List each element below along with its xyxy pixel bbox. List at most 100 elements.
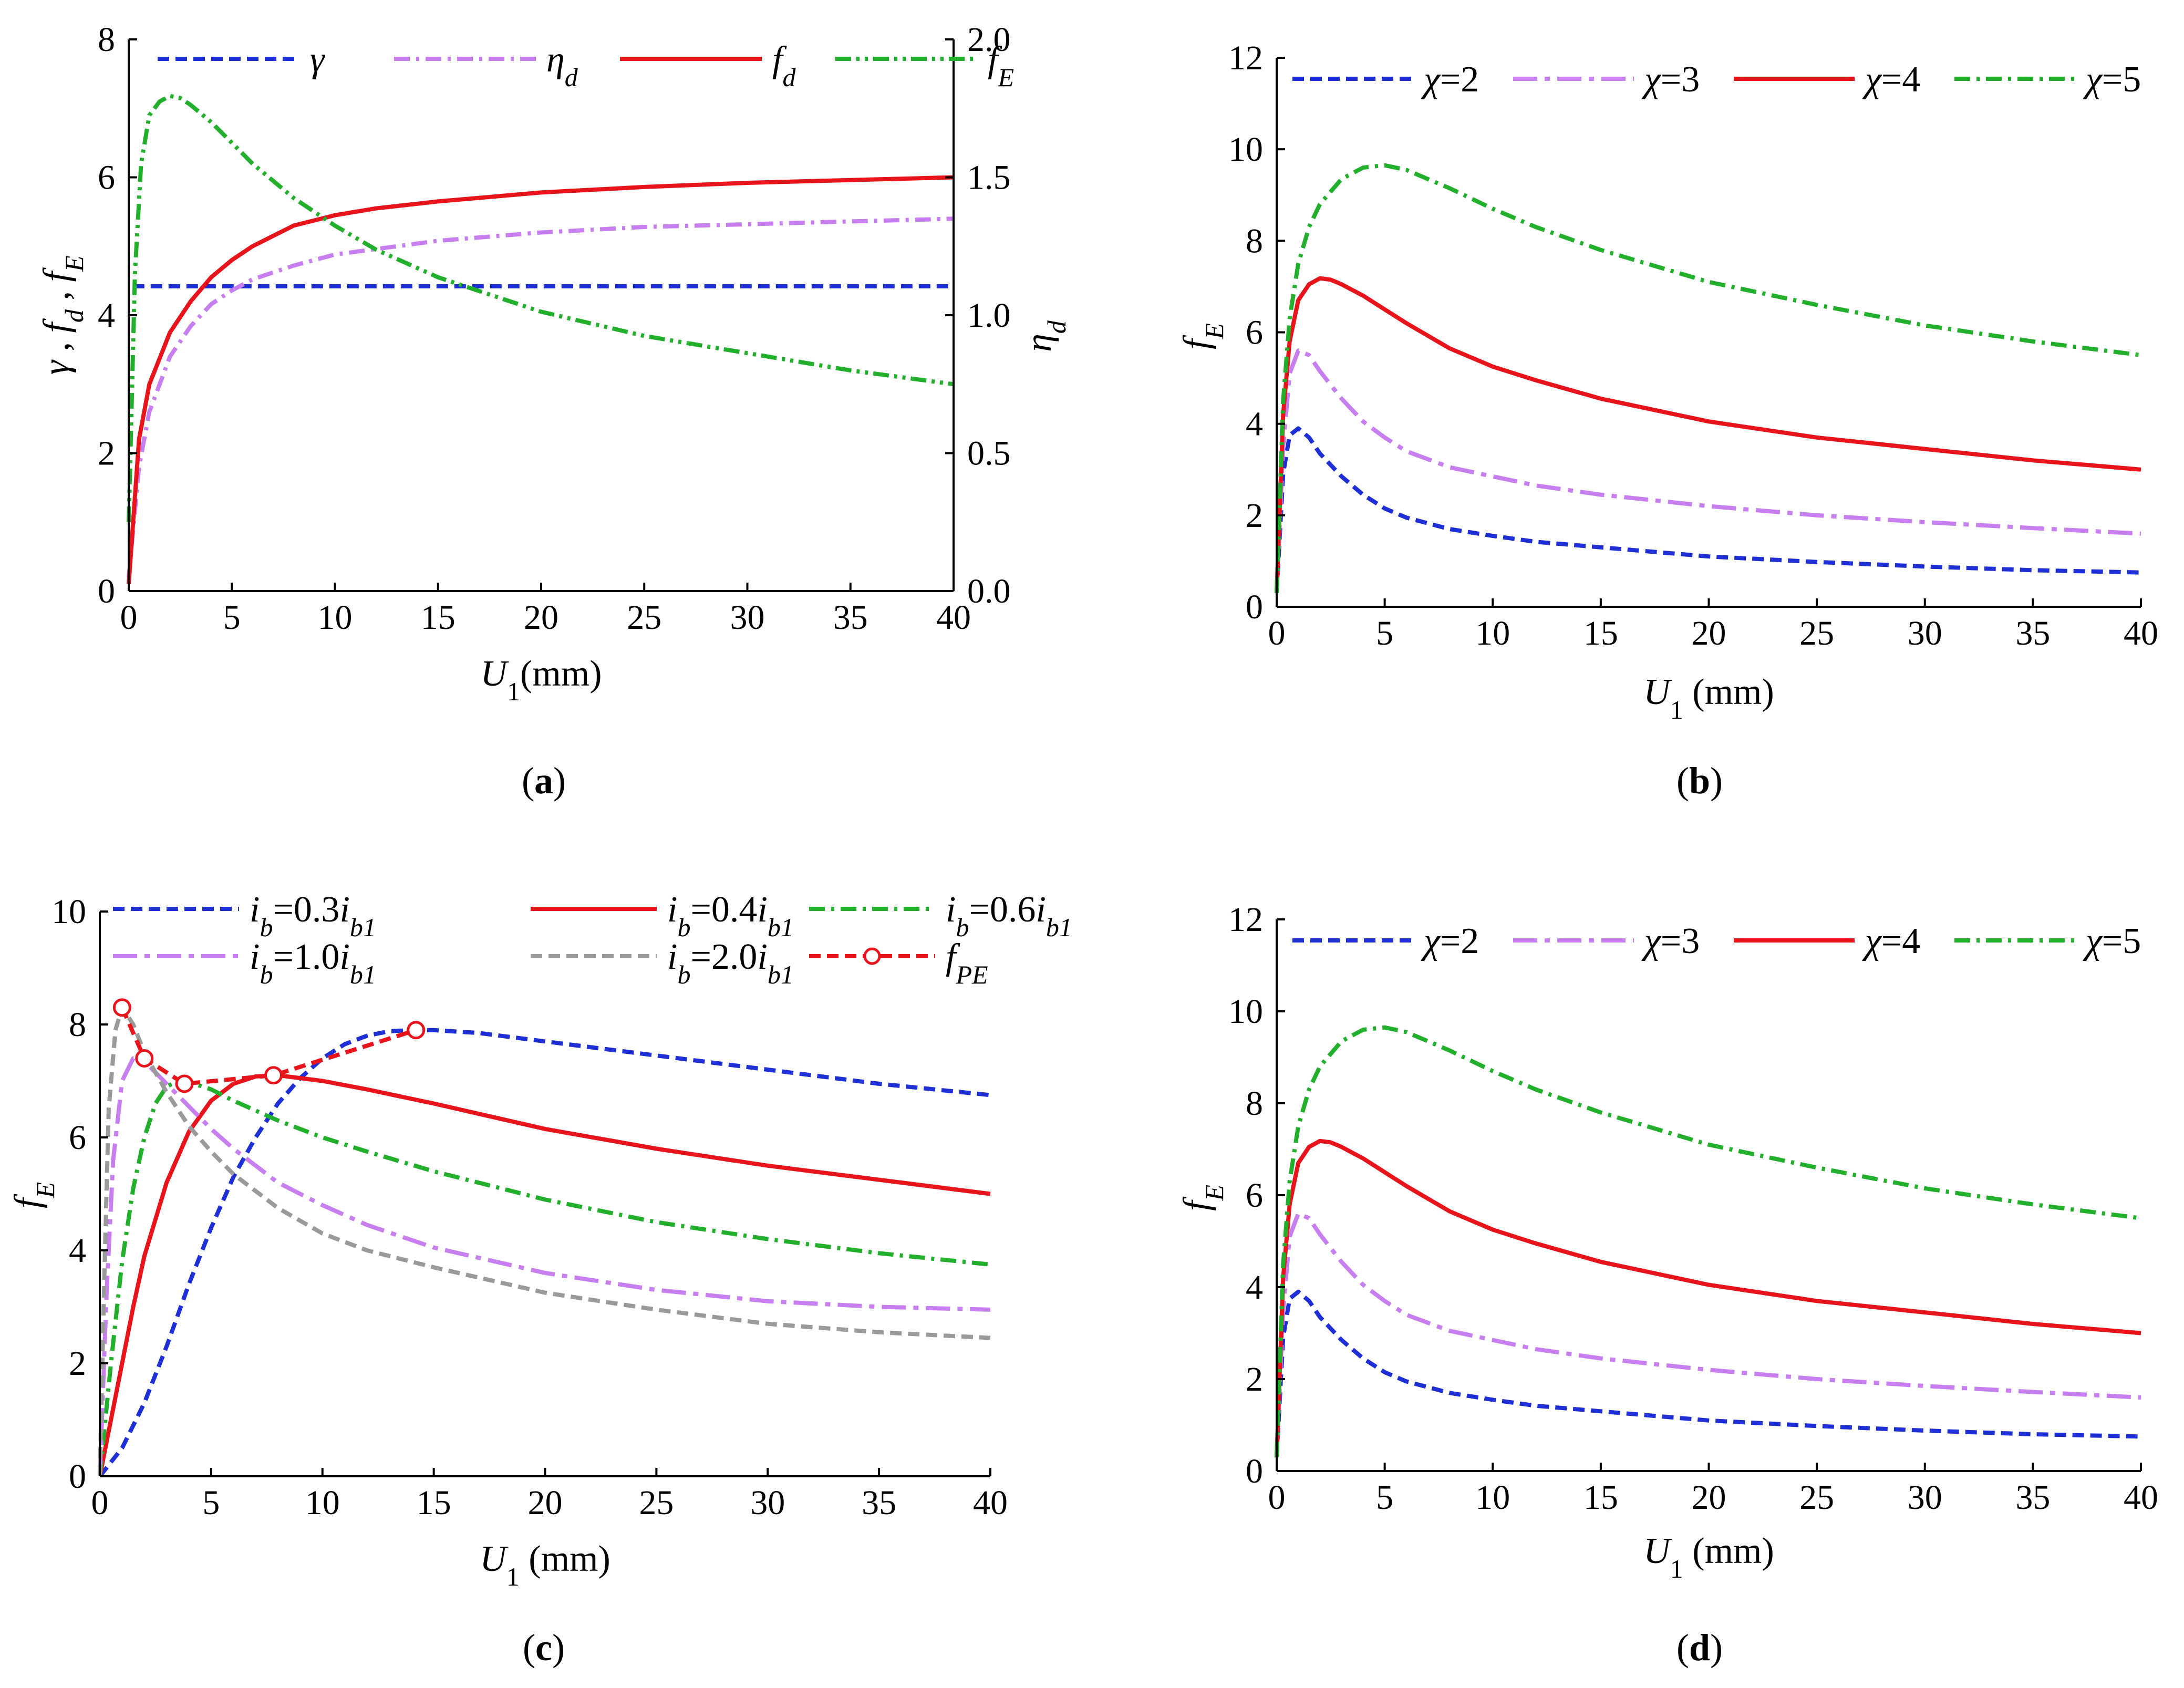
x-axis-label: U1 (mm) — [480, 1539, 610, 1591]
legend-label: χ=4 — [1862, 59, 1920, 100]
y-tick-label: 12 — [1228, 39, 1263, 77]
y-tick-label: 4 — [69, 1231, 86, 1270]
series-line-4 — [1275, 163, 2141, 594]
panel-caption: (b) — [1676, 760, 1723, 802]
legend-item: ib=0.6ib1 — [809, 889, 1072, 942]
x-tick-label: 5 — [1376, 1478, 1393, 1517]
legend-label: χ=5 — [2083, 59, 2141, 100]
data-point-marker — [264, 1066, 283, 1085]
chart-panel-d: 0 5 10 15 20 25 30 35 40 0 2 4 6 8 10 12 U1 (mm) fE χ=2 χ=3… — [1176, 900, 2158, 1669]
y-right-tick-label: 1.0 — [967, 296, 1011, 335]
y-right-tick-label: 1.5 — [967, 159, 1011, 197]
legend-label: χ=2 — [1421, 921, 1479, 961]
legend-marker — [863, 947, 881, 965]
y-right-tick-label: 2.0 — [967, 20, 1011, 59]
series-line-3 — [1275, 276, 2141, 594]
x-tick-label: 20 — [1692, 614, 1726, 653]
legend-item: ib=0.3ib1 — [113, 889, 376, 942]
chart-panel-a: 0 5 10 15 20 25 30 35 40 0 2 4 6 8 0.0 0.5 1.0 1.5 2.0 ηd U1… — [36, 20, 1071, 802]
x-tick-label: 35 — [2015, 1478, 2050, 1517]
x-tick-label: 35 — [833, 598, 868, 637]
legend-item: ib=2.0ib1 — [531, 937, 794, 989]
y-tick-label: 0 — [98, 572, 115, 610]
y-tick-label: 10 — [51, 893, 86, 931]
legend-label: χ=5 — [2083, 921, 2141, 961]
legend-label: ib=1.0ib1 — [250, 937, 376, 989]
series-line-3 — [1275, 1138, 2141, 1457]
y-tick-label: 8 — [1246, 222, 1263, 260]
x-tick-label: 30 — [750, 1484, 785, 1522]
legend-label: ib=0.6ib1 — [946, 889, 1072, 942]
y-tick-label: 4 — [1246, 405, 1263, 443]
series-line-2 — [1275, 1211, 2141, 1457]
series-line-2 — [98, 1073, 991, 1477]
y-tick-label: 2 — [98, 434, 115, 473]
y-tick-label: 6 — [98, 159, 115, 197]
legend-item: χ=3 — [1513, 59, 1700, 100]
x-tick-label: 30 — [730, 598, 765, 637]
x-tick-label: 5 — [202, 1484, 220, 1522]
legend-item: fd — [620, 39, 796, 92]
y-tick-label: 6 — [1246, 314, 1263, 352]
x-tick-label: 20 — [528, 1484, 563, 1522]
chart-panel-c: 0 5 10 15 20 25 30 35 40 0 2 4 6 8 10 U1 (mm) fE ib=0.3ib… — [7, 889, 1072, 1669]
x-tick-label: 40 — [936, 598, 971, 637]
data-point-marker — [175, 1074, 194, 1093]
legend-label: ηd — [546, 39, 578, 92]
legend-item: χ=2 — [1292, 59, 1479, 100]
y-tick-label: 4 — [1246, 1268, 1263, 1307]
y-tick-label: 0 — [1246, 588, 1263, 626]
y-tick-label: 8 — [98, 20, 115, 59]
series-line-1 — [1275, 1289, 2141, 1458]
y-tick-label: 12 — [1228, 900, 1263, 939]
y-tick-label: 0 — [69, 1457, 86, 1496]
series-line-4 — [127, 94, 954, 522]
x-tick-label: 40 — [973, 1484, 1008, 1522]
x-tick-label: 5 — [223, 598, 241, 637]
y-tick-label: 2 — [69, 1344, 86, 1383]
y-tick-label: 10 — [1228, 130, 1263, 169]
y-tick-label: 6 — [69, 1119, 86, 1157]
legend-item: fPE — [809, 937, 988, 989]
x-tick-label: 15 — [417, 1484, 451, 1522]
x-tick-label: 10 — [1475, 1478, 1510, 1517]
panel-caption: (d) — [1676, 1627, 1723, 1669]
panel-caption: (a) — [522, 760, 566, 802]
y-axis-label: fE — [1176, 323, 1229, 349]
y-tick-label: 10 — [1228, 992, 1263, 1031]
data-point-marker — [112, 998, 131, 1017]
y-tick-label: 0 — [1246, 1452, 1263, 1490]
y-axis-label: fE — [1176, 1185, 1229, 1211]
x-tick-label: 30 — [1908, 614, 1942, 653]
x-tick-label: 15 — [1583, 614, 1618, 653]
x-tick-label: 35 — [2015, 614, 2050, 653]
x-tick-label: 25 — [1799, 1478, 1834, 1517]
x-tick-label: 0 — [91, 1484, 109, 1522]
x-tick-label: 10 — [1475, 614, 1510, 653]
y-tick-label: 8 — [69, 1006, 86, 1044]
series-line-3 — [127, 175, 954, 585]
series-line-5 — [98, 1005, 991, 1477]
legend-item: χ=5 — [1954, 921, 2141, 961]
y-tick-label: 4 — [98, 296, 115, 335]
x-axis-label: U1 (mm) — [1643, 1531, 1774, 1583]
x-tick-label: 0 — [1268, 1478, 1286, 1517]
legend-item: ηd — [394, 39, 578, 92]
panel-caption: (c) — [523, 1627, 565, 1669]
x-axis-label: U1 (mm) — [1643, 672, 1774, 724]
legend-item: ib=1.0ib1 — [113, 937, 376, 989]
x-tick-label: 10 — [318, 598, 353, 637]
series-line-3 — [98, 1079, 991, 1477]
x-tick-label: 20 — [524, 598, 558, 637]
y-tick-label: 2 — [1246, 1360, 1263, 1399]
legend-item: χ=4 — [1734, 59, 1920, 100]
y-tick-label: 8 — [1246, 1084, 1263, 1123]
series-line-1 — [1275, 426, 2141, 594]
legend-label: fd — [772, 39, 796, 92]
x-tick-label: 40 — [2124, 1478, 2158, 1517]
x-axis-label: U1(mm) — [480, 654, 602, 706]
legend-label: γ — [310, 39, 326, 80]
x-tick-label: 20 — [1692, 1478, 1726, 1517]
legend-label: fPE — [946, 937, 988, 989]
legend-item: χ=2 — [1292, 921, 1479, 961]
